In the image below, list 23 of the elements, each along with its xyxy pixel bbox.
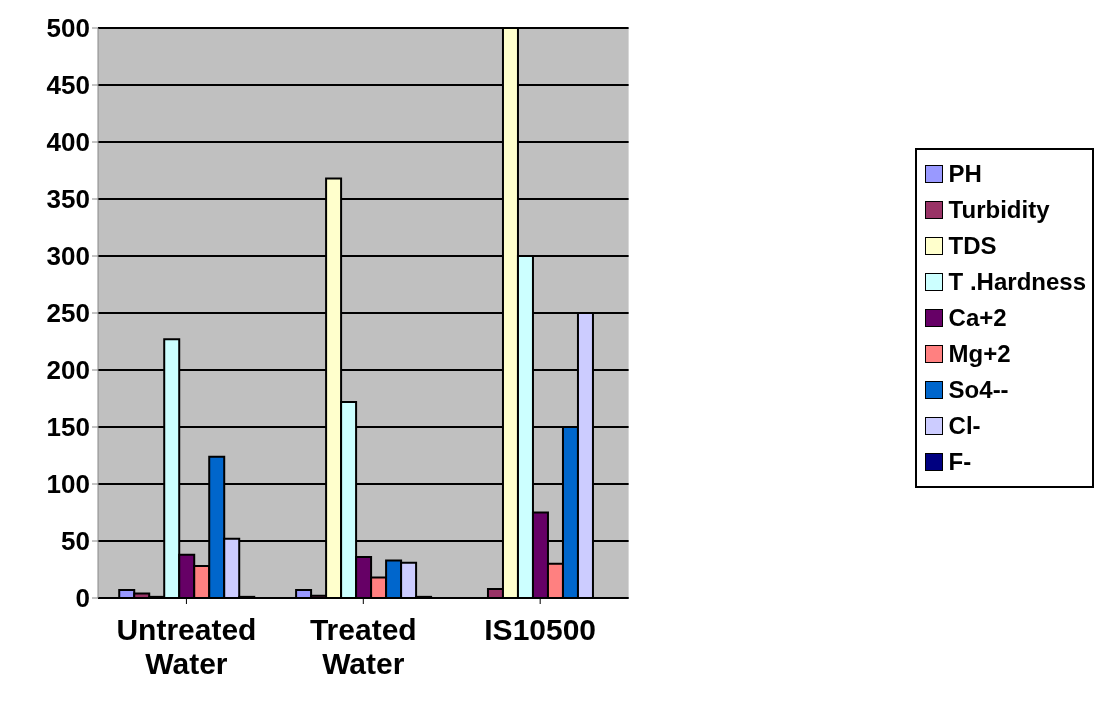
y-tick-label: 200 bbox=[46, 355, 90, 386]
legend-label: PH bbox=[948, 159, 982, 189]
legend-label: Mg+2 bbox=[948, 339, 1011, 369]
legend-label: Cl- bbox=[948, 411, 981, 441]
y-tick-label: 300 bbox=[46, 241, 90, 272]
legend-label: Turbidity bbox=[948, 195, 1050, 225]
y-tick-label: 350 bbox=[46, 184, 90, 215]
x-tick-label: Untreated Water bbox=[116, 613, 257, 680]
legend-label: F- bbox=[948, 447, 972, 477]
y-tick-label: 450 bbox=[46, 70, 90, 101]
y-tick-label: 150 bbox=[46, 412, 90, 443]
legend-label: T .Hardness bbox=[948, 267, 1086, 297]
y-tick-label: 100 bbox=[46, 469, 90, 500]
y-tick-label: 500 bbox=[46, 13, 90, 44]
y-tick-label: 0 bbox=[75, 583, 90, 614]
legend-label: Ca+2 bbox=[948, 303, 1007, 333]
legend-label: So4-- bbox=[948, 375, 1009, 405]
x-tick-label: IS10500 bbox=[484, 613, 597, 646]
legend-label: TDS bbox=[948, 231, 997, 261]
y-tick-label: 250 bbox=[46, 298, 90, 329]
y-tick-label: 400 bbox=[46, 127, 90, 158]
x-tick-label: Treated Water bbox=[309, 613, 417, 680]
y-tick-label: 50 bbox=[61, 526, 90, 557]
